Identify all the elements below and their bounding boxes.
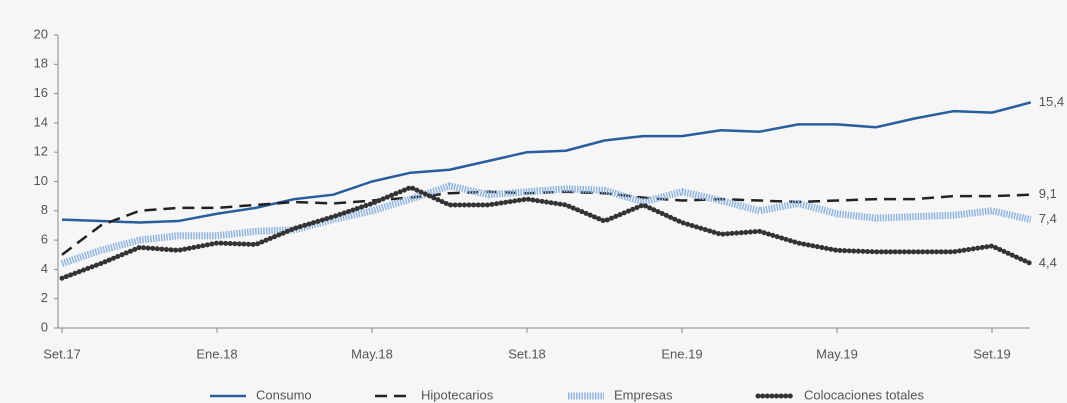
y-tick-label: 0 [41,319,48,334]
legend-label: Consumo [256,387,312,402]
series-line [59,184,1034,281]
x-tick-label: Ene.19 [661,346,702,361]
y-tick-label: 14 [34,114,48,129]
end-label: 15,4 [1039,94,1064,109]
y-tick-label: 16 [34,85,48,100]
legend-label: Hipotecarios [421,387,494,402]
y-tick-label: 6 [41,232,48,247]
x-tick-label: Set.19 [973,346,1011,361]
x-tick-label: May.19 [816,346,858,361]
end-label: 7,4 [1039,211,1057,226]
x-tick-label: Set.17 [43,346,81,361]
series-line [61,101,1032,224]
series-line [60,182,1032,267]
y-tick-label: 2 [41,290,48,305]
legend-label: Colocaciones totales [804,387,924,402]
x-tick-label: Set.18 [508,346,546,361]
y-tick-label: 18 [34,56,48,71]
end-label: 9,1 [1039,186,1057,201]
legend-label: Empresas [614,387,673,402]
y-tick-label: 10 [34,173,48,188]
x-tick-label: Ene.18 [196,346,237,361]
y-tick-label: 8 [41,202,48,217]
x-tick-label: May.18 [351,346,393,361]
y-tick-label: 4 [41,261,48,276]
y-tick-label: 20 [34,26,48,41]
y-tick-label: 12 [34,144,48,159]
series-line [61,190,1031,256]
end-label: 4,4 [1039,255,1057,270]
